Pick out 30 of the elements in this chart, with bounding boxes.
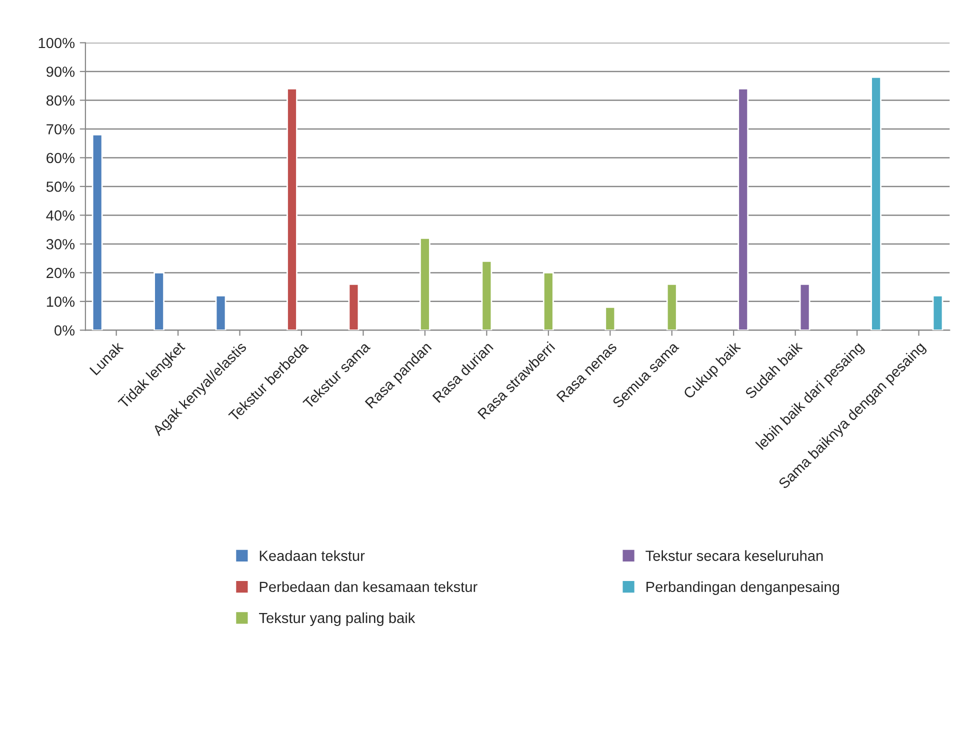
bar bbox=[154, 272, 164, 330]
legend-label: Tekstur yang paling baik bbox=[259, 612, 416, 626]
legend-label: Keadaan tekstur bbox=[260, 550, 365, 561]
bar bbox=[92, 134, 103, 330]
bar bbox=[215, 294, 226, 330]
y-tick-label: 100% bbox=[38, 38, 75, 48]
y-tick-label: 30% bbox=[46, 239, 75, 250]
bar bbox=[666, 283, 678, 330]
bar bbox=[604, 306, 616, 330]
bar bbox=[870, 76, 882, 330]
bar bbox=[799, 283, 810, 330]
legend-label: Perbandingan denganpesaing bbox=[646, 581, 839, 595]
y-tick-label: 50% bbox=[46, 182, 75, 192]
bar bbox=[348, 283, 360, 330]
y-tick-label: 70% bbox=[46, 124, 75, 134]
y-tick-label: 40% bbox=[46, 210, 75, 221]
y-tick-label: 0% bbox=[54, 325, 75, 336]
legend-label: Perbedaan dan kesamaan tekstur bbox=[260, 581, 478, 592]
bar bbox=[542, 272, 554, 330]
y-tick-label: 80% bbox=[46, 95, 75, 106]
bar bbox=[932, 294, 944, 330]
y-tick-label: 90% bbox=[46, 66, 75, 77]
y-tick-label: 10% bbox=[46, 296, 75, 307]
bar bbox=[481, 260, 492, 330]
bar bbox=[286, 88, 298, 330]
bar bbox=[738, 88, 749, 330]
bar bbox=[420, 238, 430, 330]
y-tick-label: 60% bbox=[46, 152, 75, 164]
legend-label: Tekstur secara keseluruhan bbox=[646, 550, 823, 561]
y-tick-label: 20% bbox=[46, 268, 75, 278]
